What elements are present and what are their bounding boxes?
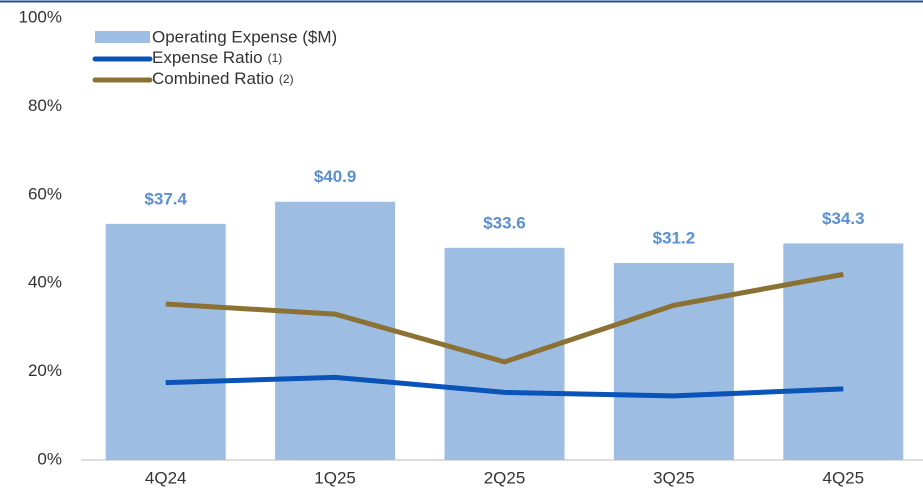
x-tick-label: 4Q24 — [145, 468, 187, 487]
line-series — [165, 374, 844, 399]
legend-footnote: (2) — [279, 72, 294, 86]
legend-label: Expense Ratio (1) — [152, 48, 282, 67]
bar — [613, 262, 734, 460]
value-label: $40.9 — [314, 167, 357, 186]
line-series — [165, 271, 844, 365]
y-tick-label: 60% — [28, 184, 62, 203]
bar — [105, 223, 226, 460]
value-label: $37.4 — [144, 189, 187, 208]
y-tick-label: 80% — [28, 96, 62, 115]
y-tick-label: 20% — [28, 361, 62, 380]
value-label: $34.3 — [822, 209, 865, 228]
y-tick-label: 40% — [28, 273, 62, 292]
x-tick-label: 1Q25 — [314, 468, 356, 487]
legend-name: Combined Ratio — [152, 69, 274, 88]
legend-swatch — [95, 31, 150, 43]
y-tick-label: 100% — [19, 7, 62, 26]
legend-label: Combined Ratio (2) — [152, 69, 294, 88]
y-tick-label: 0% — [37, 449, 62, 468]
legend-name: Expense Ratio — [152, 48, 263, 67]
value-label: $33.6 — [483, 213, 526, 232]
bar — [444, 247, 565, 460]
value-label: $31.2 — [653, 228, 696, 247]
bar — [275, 201, 396, 460]
x-tick-label: 3Q25 — [653, 468, 695, 487]
x-tick-label: 2Q25 — [484, 468, 526, 487]
legend-footnote: (1) — [268, 51, 283, 65]
x-tick-label: 4Q25 — [823, 468, 865, 487]
legend-label: Operating Expense ($M) — [152, 27, 337, 46]
